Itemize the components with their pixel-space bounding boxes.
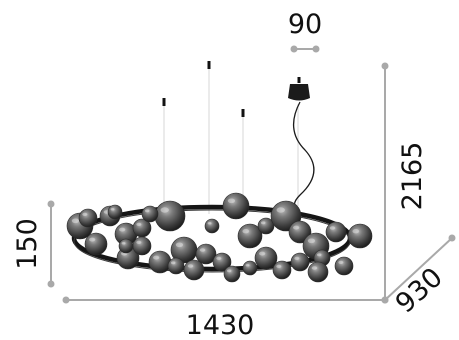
- globe-shade: [307, 261, 329, 283]
- wire-clip: [162, 98, 166, 106]
- globe-shade: [222, 192, 250, 220]
- globe-shade: [183, 259, 205, 281]
- dimension-lamp-height: 150: [12, 200, 55, 288]
- globe-shade: [107, 204, 123, 220]
- globe-shade: [325, 221, 347, 243]
- label-depth: 930: [390, 262, 449, 320]
- globe-shade: [118, 238, 134, 254]
- globe-shade: [347, 223, 373, 249]
- suspension: [162, 61, 315, 214]
- globe-shade: [148, 250, 172, 274]
- globe-shade: [254, 246, 278, 270]
- globe-shade: [242, 260, 258, 276]
- globe-shade: [223, 265, 241, 283]
- glass-globes: [66, 192, 373, 283]
- globe-shade: [78, 208, 98, 228]
- globe-shade: [167, 257, 185, 275]
- label-total-height: 2165: [397, 142, 428, 211]
- globe-shade: [170, 236, 198, 264]
- dimension-depth: 930: [384, 234, 456, 320]
- globe-shade: [84, 232, 108, 256]
- globe-shade: [288, 220, 312, 244]
- label-lamp-height: 150: [12, 218, 43, 270]
- power-cable: [293, 101, 315, 211]
- globe-shade: [154, 200, 186, 232]
- globe-shade: [290, 252, 310, 272]
- wire-clip: [241, 109, 245, 117]
- globe-shade: [132, 236, 152, 256]
- dimension-top-depth: 90: [288, 9, 322, 53]
- globe-shade: [212, 252, 232, 272]
- dimension-width: 1430: [62, 296, 389, 340]
- globe-shade: [237, 223, 263, 249]
- globe-shade: [257, 217, 275, 235]
- globe-shade: [141, 205, 159, 223]
- label-top-depth: 90: [288, 9, 322, 40]
- globe-shade: [204, 218, 220, 234]
- label-width: 1430: [186, 310, 255, 340]
- globe-shade: [334, 256, 354, 276]
- globe-shade: [272, 260, 292, 280]
- ceiling-canopy: [288, 77, 310, 101]
- globe-shade: [195, 243, 217, 265]
- wire-clip: [207, 61, 211, 69]
